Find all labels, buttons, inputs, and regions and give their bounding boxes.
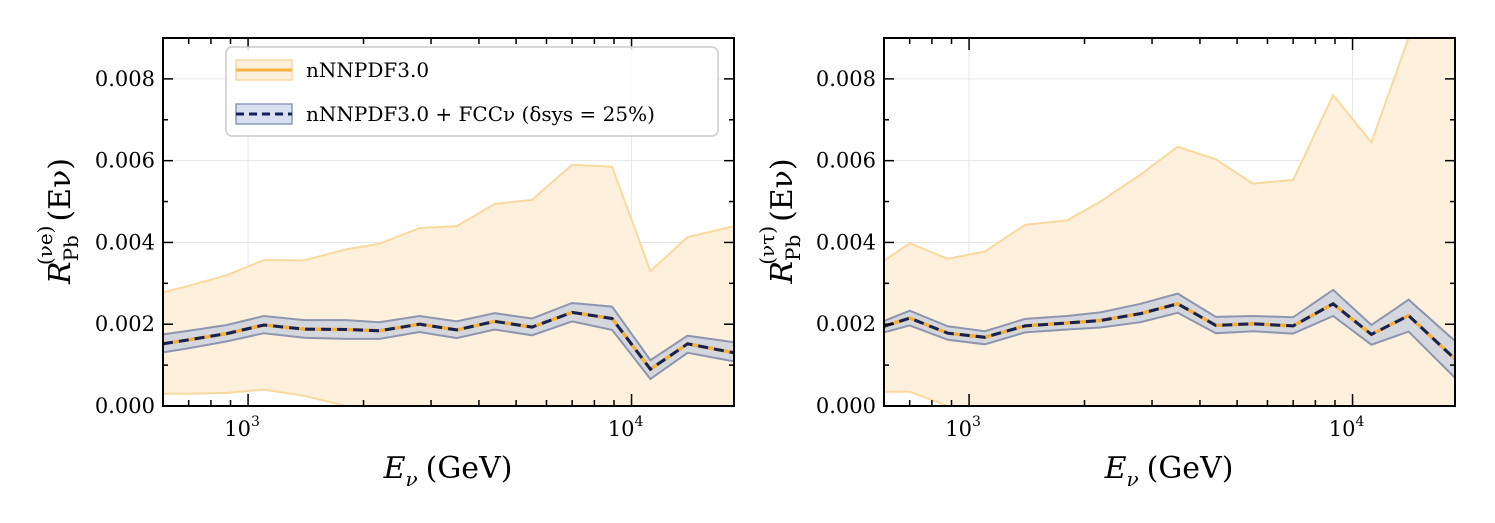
right-ytick-label: 0.008 — [816, 67, 876, 91]
right-ytick-label: 0.004 — [816, 230, 876, 254]
left-fcc-lower-edge — [163, 320, 734, 381]
legend-frame — [225, 46, 719, 137]
right-xtick-labels: 103 104 — [945, 414, 1364, 441]
right-fcc-upper-edge — [884, 288, 1455, 342]
left-axes-frame — [162, 37, 735, 407]
legend-entry-fcc: nNNPDF3.0 + FCCν (δsys = 25%) — [235, 102, 655, 126]
right-nnpdf-band — [884, 38, 1455, 406]
legend-label-fcc: nNNPDF3.0 + FCCν (δsys = 25%) — [306, 102, 655, 126]
right-fcc-central-line — [884, 302, 1455, 361]
right-ytick-label: 0.000 — [816, 394, 876, 418]
left-ytick-label: 0.008 — [95, 67, 155, 91]
left-nnpdf-upper-edge — [163, 163, 734, 294]
right-axes-frame — [883, 37, 1456, 407]
left-nnpdf-band — [163, 164, 734, 406]
left-xtick-label: 104 — [608, 414, 644, 441]
right-fcc-band — [884, 289, 1455, 378]
legend-label-nnpdf: nNNPDF3.0 — [306, 58, 429, 82]
right-ytick-label: 0.002 — [816, 312, 876, 336]
right-xlabel: Eν (GeV) — [1104, 451, 1234, 491]
right-xtick-label: 103 — [945, 414, 981, 441]
left-ytick-label: 0.002 — [95, 312, 155, 336]
left-xtick-label: 103 — [224, 414, 260, 441]
left-ytick-label: 0.000 — [95, 394, 155, 418]
left-xlabel: Eν (GeV) — [383, 451, 513, 491]
left-ylabel: RPb(νe)(Eν) — [33, 158, 83, 285]
right-panel: 0.000 0.002 0.004 0.006 0.008 103 104 Eν (GeV)… — [755, 37, 1456, 491]
left-fcc-band — [163, 303, 734, 379]
right-nnpdf-upper-edge — [884, 38, 1455, 262]
legend: nNNPDF3.0 nNNPDF3.0 + FCCν (δsys = 25%) — [225, 46, 719, 137]
left-fcc-upper-edge — [163, 301, 734, 362]
left-ytick-labels: 0.000 0.002 0.004 0.006 0.008 — [95, 67, 155, 418]
right-fcc-lower-edge — [884, 311, 1455, 379]
left-xtick-labels: 103 104 — [224, 414, 643, 441]
left-ytick-label: 0.004 — [95, 230, 155, 254]
left-panel: 0.000 0.002 0.004 0.006 0.008 103 104 nNNPDF3… — [33, 37, 735, 491]
right-ytick-labels: 0.000 0.002 0.004 0.006 0.008 — [816, 67, 876, 418]
right-ylabel: RPb(ντ)(Eν) — [755, 158, 805, 284]
left-ytick-label: 0.006 — [95, 149, 155, 173]
left-fcc-central-line — [163, 310, 734, 372]
legend-entry-nnpdf: nNNPDF3.0 — [235, 58, 429, 82]
right-ytick-label: 0.006 — [816, 149, 876, 173]
right-xtick-label: 104 — [1329, 414, 1365, 441]
left-nnpdf-lower-edge — [163, 388, 734, 406]
